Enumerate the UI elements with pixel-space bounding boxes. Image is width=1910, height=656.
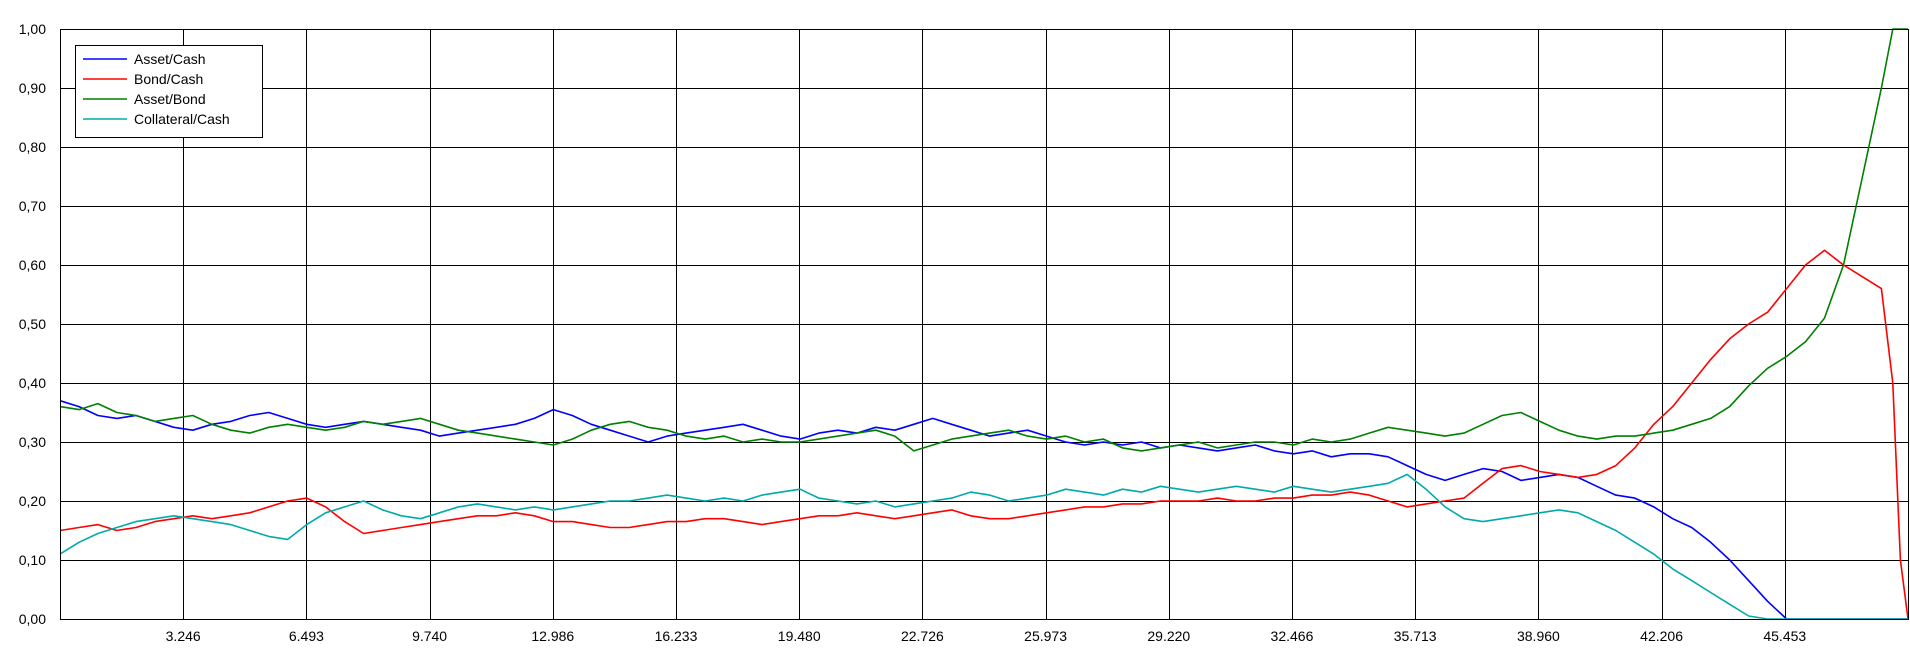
grid-lines (60, 29, 1908, 620)
y-tick-label: 1,00 (19, 21, 46, 37)
y-axis-tick-labels: 0,00 0,10 0,20 0,30 0,40 0,50 0,60 0,70 0,80 0,90… (19, 21, 46, 627)
y-tick-label: 0,20 (19, 493, 46, 509)
plot-frame (60, 29, 1909, 620)
legend-label: Bond/Cash (134, 71, 203, 87)
x-tick-label: 22.726 (901, 628, 944, 644)
x-tick-label: 35.713 (1394, 628, 1437, 644)
x-axis-tick-labels: 3.246 6.493 9.740 12.986 16.233 19.480 22.726 2… (166, 628, 1807, 644)
x-tick-label: 29.220 (1147, 628, 1190, 644)
x-tick-label: 12.986 (531, 628, 574, 644)
legend-label: Asset/Bond (134, 91, 206, 107)
x-tick-label: 16.233 (655, 628, 698, 644)
x-tick-label: 6.493 (289, 628, 324, 644)
x-tick-label: 38.960 (1517, 628, 1560, 644)
series-line-asset-cash (59, 399, 1908, 620)
x-tick-label: 9.740 (412, 628, 447, 644)
x-tick-label: 45.453 (1763, 628, 1806, 644)
x-tick-label: 25.973 (1024, 628, 1067, 644)
legend: Asset/Cash Bond/Cash Asset/Bond Collateral/… (75, 45, 263, 138)
series-lines (59, 28, 1909, 620)
series-line-asset-bond (59, 28, 1908, 452)
y-tick-label: 0,30 (19, 434, 46, 450)
series-line-bond-cash (59, 249, 1909, 620)
y-tick-label: 0,00 (19, 611, 46, 627)
legend-label: Asset/Cash (134, 51, 206, 67)
y-tick-label: 0,10 (19, 552, 46, 568)
y-tick-label: 0,90 (19, 80, 46, 96)
y-tick-label: 0,40 (19, 375, 46, 391)
legend-box (75, 45, 263, 138)
legend-label: Collateral/Cash (134, 111, 230, 127)
y-tick-label: 0,50 (19, 316, 46, 332)
y-tick-label: 0,60 (19, 257, 46, 273)
y-tick-label: 0,70 (19, 198, 46, 214)
series-line-collateral-cash (59, 473, 1908, 620)
x-tick-label: 19.480 (778, 628, 821, 644)
y-tick-label: 0,80 (19, 139, 46, 155)
x-tick-label: 3.246 (166, 628, 201, 644)
x-tick-label: 32.466 (1271, 628, 1314, 644)
x-tick-label: 42.206 (1640, 628, 1683, 644)
